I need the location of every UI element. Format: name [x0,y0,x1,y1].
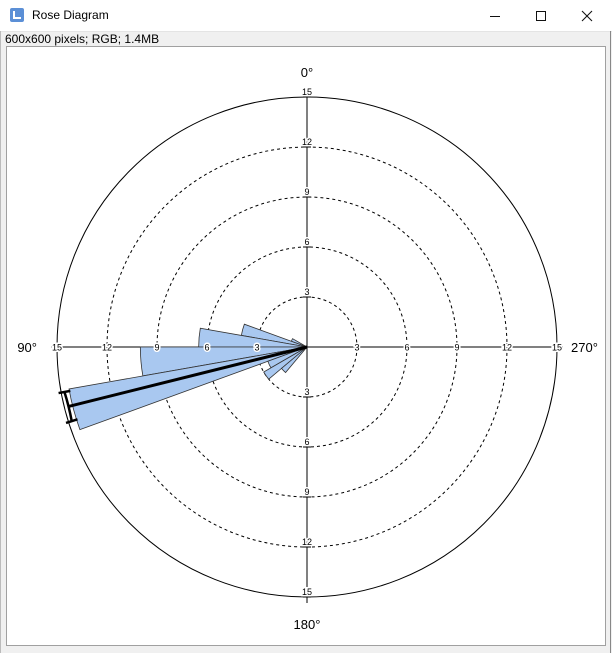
maximize-button[interactable] [518,0,564,31]
minimize-button[interactable] [472,0,518,31]
close-button[interactable] [564,0,610,31]
rose-diagram: 3 3 3 3 6 6 6 6 9 9 9 9 12 12 12 12 15 15 15 15 0° 180° 90° 270… [17,65,598,632]
ring-label-right-6: 6 [404,343,409,353]
ring-label-top-9: 9 [304,187,309,197]
ring-label-bottom-15: 15 [302,587,312,597]
ring-label-top-6: 6 [304,237,309,247]
window-border-right [610,31,611,653]
ring-label-left-12: 12 [102,343,112,353]
window-title: Rose Diagram [32,8,109,22]
ring-label-left-9: 9 [154,343,159,353]
ring-label-bottom-9: 9 [304,487,309,497]
wedge-layer [68,323,308,431]
minimize-icon [490,15,500,17]
mean-layer [58,345,308,425]
confidence-cap-end [65,418,78,425]
ring-label-right-9: 9 [454,343,459,353]
close-icon [581,10,593,21]
confidence-cap-start [58,389,71,395]
ring-label-top-12: 12 [302,137,312,147]
image-info: 600x600 pixels; RGB; 1.4MB [5,32,160,46]
maximize-icon [536,10,546,21]
title-bar: Rose Diagram [0,0,612,32]
label-layer: 3 3 3 3 6 6 6 6 9 9 9 9 12 12 12 12 15 15 15 15 0° 180° 90° 270… [17,65,598,632]
ring-label-top-15: 15 [302,87,312,97]
ring-label-bottom-6: 6 [304,437,309,447]
wedge-100-110 [68,346,308,431]
ring-label-top-3: 3 [304,287,309,297]
app-icon [10,8,24,22]
direction-label-bottom: 180° [294,617,321,632]
wedge-120-130 [263,346,308,380]
ring-label-right-15: 15 [552,343,562,353]
ring-label-right-3: 3 [354,343,359,353]
mean-direction-line [67,345,308,409]
ring-label-right-12: 12 [502,343,512,353]
ring-label-left-6: 6 [204,343,209,353]
ring-label-bottom-12: 12 [302,537,312,547]
direction-label-top: 0° [301,65,313,80]
direction-label-left: 90° [17,340,37,355]
ring-label-left-15: 15 [52,343,62,353]
wedge-130-140 [280,346,308,374]
rose-diagram-canvas[interactable]: 3 3 3 3 6 6 6 6 9 9 9 9 12 12 12 12 15 15 15 15 0° 180° 90° 270… [6,46,606,646]
direction-label-right: 270° [571,340,598,355]
ring-label-left-3: 3 [254,343,259,353]
window-border-left [0,31,1,653]
ring-label-bottom-3: 3 [304,387,309,397]
